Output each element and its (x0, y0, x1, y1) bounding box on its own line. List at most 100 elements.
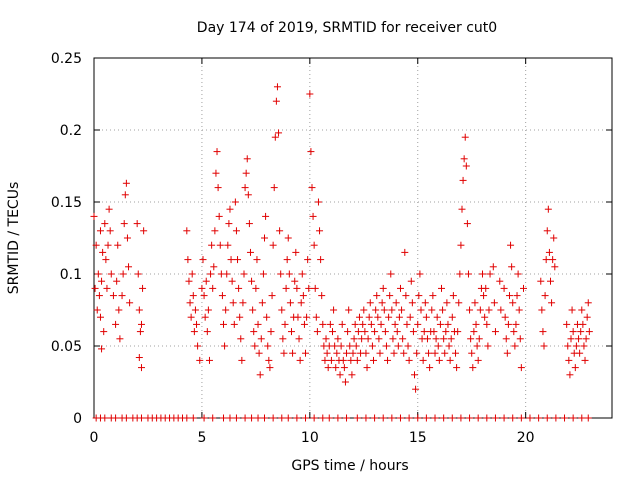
data-point (318, 292, 326, 300)
data-point (264, 342, 272, 350)
data-point (278, 306, 286, 314)
data-point (347, 356, 355, 364)
data-point (549, 256, 557, 264)
data-point (390, 349, 398, 357)
x-tick-label: 5 (197, 430, 206, 446)
data-point (304, 256, 312, 264)
data-point (273, 83, 281, 91)
data-point (422, 313, 430, 321)
data-point (338, 320, 346, 328)
data-point (582, 335, 590, 343)
data-point (481, 313, 489, 321)
data-point (201, 313, 209, 321)
data-point (405, 414, 413, 422)
data-point (353, 356, 361, 364)
data-point (405, 356, 413, 364)
data-point (291, 277, 299, 285)
data-point (544, 205, 552, 213)
data-point (472, 320, 480, 328)
data-point (368, 342, 376, 350)
data-point (200, 292, 208, 300)
data-point (515, 306, 523, 314)
data-point (379, 414, 387, 422)
data-point (440, 414, 448, 422)
data-point (479, 270, 486, 278)
data-point (283, 256, 291, 264)
data-point (542, 256, 550, 264)
data-point (420, 328, 428, 336)
y-tick-label: 0.15 (51, 195, 82, 211)
data-point (403, 320, 411, 328)
data-point (401, 248, 409, 256)
data-point (133, 220, 141, 228)
data-point (208, 241, 216, 249)
data-point (210, 263, 218, 271)
data-point (249, 306, 257, 314)
data-point (460, 155, 468, 163)
data-point (448, 313, 456, 321)
data-point (213, 148, 221, 156)
data-point (489, 263, 497, 271)
data-point (345, 306, 353, 314)
data-point (535, 414, 543, 422)
data-point (372, 306, 380, 314)
data-point (126, 299, 134, 307)
data-point (374, 313, 382, 321)
data-point (240, 270, 248, 278)
data-point (263, 313, 271, 321)
data-point (254, 414, 262, 422)
data-point (186, 299, 194, 307)
data-point (267, 328, 275, 336)
data-point (496, 277, 504, 285)
data-point (189, 414, 197, 422)
data-point (282, 284, 290, 292)
data-point (362, 349, 370, 357)
data-point (245, 220, 253, 228)
data-point (337, 342, 345, 350)
data-point (332, 364, 340, 372)
data-point (470, 328, 478, 336)
data-point (284, 414, 292, 422)
data-point (137, 320, 145, 328)
data-point (377, 320, 385, 328)
y-tick-label: 0 (73, 411, 82, 427)
data-point (207, 270, 215, 278)
data-point (543, 414, 551, 422)
data-point (517, 414, 525, 422)
y-tick-label: 0.25 (51, 51, 82, 67)
data-point (469, 364, 477, 372)
data-point (261, 234, 269, 242)
data-point (585, 328, 593, 336)
data-point (511, 342, 519, 350)
data-point (222, 306, 230, 314)
data-point (114, 241, 122, 249)
data-point (269, 414, 277, 422)
data-point (319, 320, 327, 328)
data-point (572, 342, 580, 350)
data-point (540, 342, 548, 350)
data-point (431, 349, 439, 357)
data-point (324, 364, 332, 372)
data-point (228, 277, 236, 285)
data-point (367, 320, 375, 328)
data-point (135, 354, 143, 362)
data-point (416, 270, 424, 278)
x-tick-label: 15 (409, 430, 427, 446)
data-point (452, 349, 460, 357)
data-point (230, 320, 238, 328)
data-point (312, 313, 320, 321)
data-point (100, 328, 108, 336)
data-point (93, 306, 101, 314)
data-point (503, 349, 511, 357)
data-point (430, 328, 438, 336)
data-point (280, 349, 288, 357)
axis-ticks (93, 57, 612, 419)
data-point (255, 349, 263, 357)
data-point (137, 364, 145, 372)
data-point (568, 306, 576, 314)
data-point (296, 356, 304, 364)
data-point (393, 328, 401, 336)
data-point (139, 284, 147, 292)
data-point (453, 364, 461, 372)
data-point (476, 306, 484, 314)
